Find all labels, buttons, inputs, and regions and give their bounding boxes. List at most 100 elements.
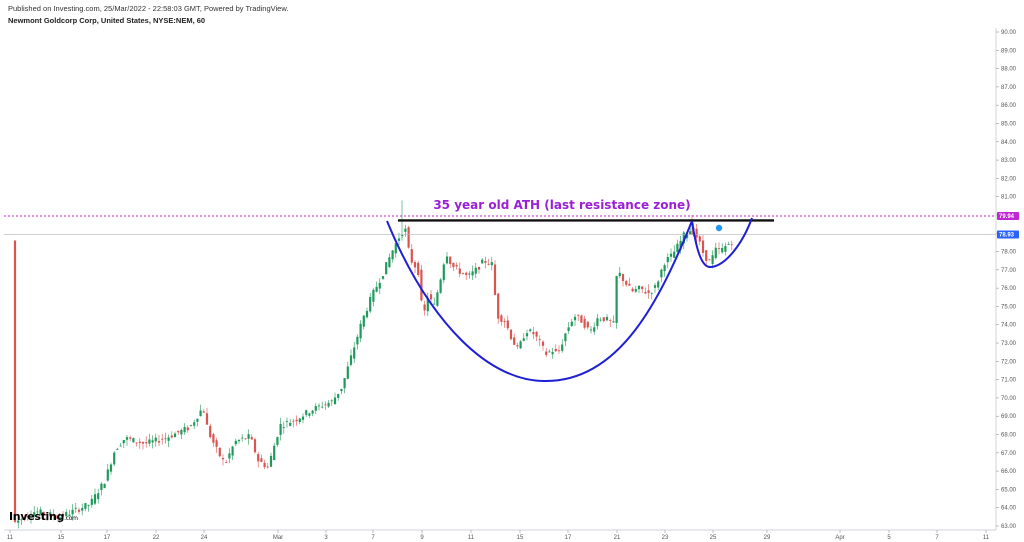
y-tick-label: 63.00: [1001, 524, 1017, 530]
x-tick-label: 11: [468, 535, 475, 541]
candle-body: [404, 228, 407, 232]
y-tick-label: 81.00: [1001, 195, 1017, 201]
candle-body: [45, 514, 49, 516]
candle-body: [417, 262, 420, 276]
y-tick-label: 86.00: [1001, 103, 1017, 109]
candle-body: [87, 505, 90, 506]
candle-body: [61, 513, 65, 517]
candle-body: [52, 514, 55, 517]
candle-body: [637, 285, 641, 290]
candle-body: [596, 318, 599, 327]
candle-body: [151, 440, 154, 443]
candle-body: [145, 442, 148, 444]
candle-body: [29, 516, 33, 518]
candle-body: [509, 329, 513, 340]
y-tick-label: 90.00: [1001, 30, 1017, 36]
drawing-overlay: 35 year old ATH (last resistance zone): [4, 198, 996, 383]
candle-body: [695, 228, 698, 238]
candle-body: [84, 503, 87, 509]
candle-body: [484, 260, 487, 263]
candle-body: [305, 410, 308, 415]
candle-body: [497, 293, 500, 319]
candle-body: [644, 291, 647, 294]
candle-body: [221, 457, 225, 460]
candle-body: [129, 437, 132, 439]
candle-body: [186, 427, 189, 431]
y-tick-label: 64.00: [1001, 506, 1017, 512]
candle-body: [157, 441, 161, 443]
y-tick-label: 66.00: [1001, 469, 1017, 475]
candle-body: [708, 259, 711, 261]
x-tick-label: 24: [201, 535, 208, 541]
candle-body: [673, 251, 676, 258]
candle-body: [324, 404, 327, 406]
candle-body: [705, 250, 708, 261]
candle-body: [311, 410, 314, 414]
candle-body: [346, 366, 349, 379]
candle-body: [567, 327, 570, 331]
logo-suffix: .com: [64, 515, 78, 522]
candle-body: [113, 452, 116, 465]
candle-body: [257, 454, 260, 462]
x-tick-label: 9: [420, 535, 424, 541]
handle-curve: [691, 217, 753, 268]
y-tick-label: 71.00: [1001, 378, 1017, 384]
candle-body: [593, 327, 596, 332]
candle-body: [164, 438, 167, 440]
plot-area[interactable]: [13, 200, 733, 529]
x-tick-label: 17: [104, 535, 111, 541]
candle-body: [97, 493, 100, 500]
candle-body: [33, 512, 36, 516]
candle-body: [711, 255, 714, 264]
candle-body: [564, 333, 567, 342]
candle-body: [225, 462, 228, 463]
y-tick-label: 85.00: [1001, 121, 1017, 127]
candle-body: [589, 329, 593, 331]
x-tick-label: 11: [983, 535, 990, 541]
candle-body: [359, 323, 362, 339]
candle-body: [90, 498, 93, 505]
candle-body: [599, 319, 602, 321]
candle-body: [180, 429, 183, 435]
candle-body: [263, 462, 266, 468]
candle-body: [23, 517, 26, 520]
candle-body: [561, 344, 564, 351]
y-tick-label: 69.00: [1001, 414, 1017, 420]
x-tick-label: Apr: [835, 535, 844, 541]
candle-body: [407, 227, 410, 248]
candle-body: [237, 439, 241, 442]
published-caption: Published on Investing.com, 25/Mar/2022 …: [8, 4, 289, 13]
candle-body: [554, 348, 557, 352]
candle-body: [717, 248, 721, 249]
candle-body: [615, 276, 618, 323]
candle-body: [529, 329, 532, 332]
candle-body: [218, 447, 221, 457]
y-tick-label: 73.00: [1001, 341, 1017, 347]
y-tick-label: 67.00: [1001, 451, 1017, 457]
candle-body: [116, 448, 119, 450]
candle-body: [39, 509, 42, 515]
candle-body: [522, 338, 525, 341]
candle-body: [468, 273, 471, 275]
candle-body: [301, 416, 305, 420]
x-tick-label: 23: [662, 535, 669, 541]
candle-body: [321, 406, 324, 408]
candle-body: [154, 437, 157, 442]
candle-body: [353, 347, 356, 359]
candle-body: [330, 400, 333, 402]
candle-body: [356, 336, 359, 345]
candle-body: [541, 341, 545, 346]
candle-body: [487, 263, 490, 265]
candle-body: [106, 469, 109, 481]
candle-body: [721, 247, 724, 253]
candle-body: [289, 422, 292, 426]
y-tick-label: 65.00: [1001, 487, 1017, 493]
y-tick-label: 72.00: [1001, 359, 1017, 365]
candle-body: [612, 321, 615, 323]
x-tick-label: 7: [935, 535, 939, 541]
candle-body: [682, 232, 685, 244]
candle-body: [583, 318, 586, 328]
y-tick-label: 68.00: [1001, 433, 1017, 439]
candle-body: [65, 512, 68, 516]
